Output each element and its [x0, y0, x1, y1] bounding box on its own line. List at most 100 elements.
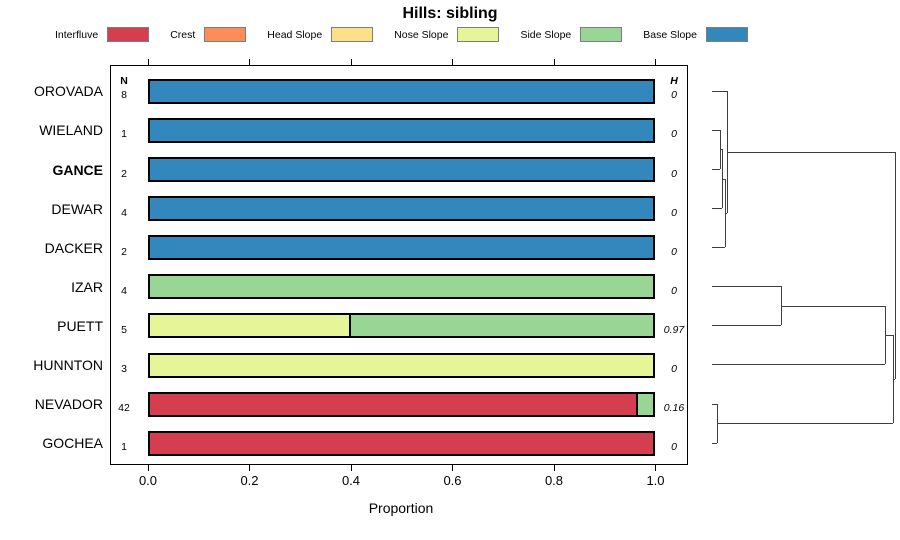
stacked-bar — [148, 117, 655, 143]
chart-title: Hills: sibling — [402, 5, 498, 22]
x-tick-bottom — [147, 465, 149, 471]
row-n-value: 5 — [121, 323, 127, 336]
legend-item: Interfluve — [55, 27, 150, 42]
h-column-header: H — [670, 75, 678, 87]
legend-swatch — [331, 27, 374, 42]
row-h-value: 0.16 — [663, 402, 685, 415]
row-label: DACKER — [44, 239, 103, 256]
dendrogram-vline — [780, 286, 782, 326]
stacked-bar — [148, 274, 655, 300]
x-tick-top — [452, 59, 453, 65]
row-n-value: 1 — [121, 441, 127, 454]
dendrogram-hline — [711, 442, 717, 444]
row-n-value: 4 — [121, 284, 127, 297]
x-tick-bottom — [452, 465, 453, 471]
row-h-value: 0.97 — [663, 323, 685, 336]
dendrogram-hline — [711, 129, 720, 131]
bar-segment — [150, 354, 653, 376]
legend-item: Crest — [170, 27, 247, 42]
row-h-value: 0 — [671, 128, 677, 141]
dendrogram-hline — [892, 379, 895, 381]
legend-item: Side Slope — [520, 27, 623, 42]
dendrogram-hline — [711, 364, 885, 366]
stacked-bar — [148, 157, 655, 182]
row-h-value: 0 — [671, 245, 677, 258]
row-h-value: 0 — [671, 89, 677, 102]
dendrogram-hline — [711, 168, 720, 170]
x-tick-top — [350, 59, 352, 65]
bar-segment — [150, 276, 653, 298]
row-label: DEWAR — [51, 200, 103, 217]
stacked-bar — [148, 391, 655, 417]
legend-item-label: Crest — [170, 28, 196, 41]
x-tick-top — [147, 59, 149, 65]
row-n-value: 8 — [121, 89, 127, 102]
dendrogram-hline — [719, 149, 722, 151]
dendrogram-hline — [711, 208, 722, 209]
stacked-bar — [148, 235, 655, 261]
stacked-bar — [148, 196, 655, 222]
legend-item: Head Slope — [267, 27, 374, 42]
x-tick-bottom — [655, 465, 656, 471]
legend-swatch — [705, 27, 748, 42]
row-label: NEVADOR — [34, 396, 103, 413]
dendrogram-hline — [726, 151, 895, 153]
legend-swatch — [107, 27, 150, 42]
dendrogram-hline — [721, 178, 725, 180]
dendrogram-hline — [724, 212, 727, 214]
dendrogram-hline — [711, 90, 727, 92]
bar-segment — [150, 237, 653, 259]
row-h-value: 0 — [671, 363, 677, 375]
stacked-bar — [148, 78, 655, 104]
x-tick-top — [249, 59, 250, 65]
row-n-value: 3 — [121, 363, 127, 375]
legend: Interfluve Crest Head Slope Nose Slope Side … — [55, 27, 748, 42]
legend-item: Base Slope — [643, 27, 748, 42]
row-h-value: 0 — [671, 441, 677, 454]
bar-segment — [150, 80, 653, 102]
dendrogram-vline — [724, 178, 726, 248]
row-h-value: 0 — [671, 206, 677, 219]
dendrogram-hline — [711, 403, 717, 405]
bar-segment — [150, 393, 638, 415]
x-tick-label: 0.8 — [544, 473, 564, 488]
x-tick-bottom — [553, 465, 555, 471]
legend-swatch — [580, 27, 623, 42]
x-tick-label: 0.6 — [443, 473, 462, 488]
x-tick-bottom — [249, 465, 250, 471]
x-tick-top — [655, 59, 656, 65]
dendrogram-vline — [894, 151, 896, 380]
legend-item-label: Interfluve — [55, 28, 99, 41]
dendrogram-hline — [780, 305, 885, 307]
stacked-bar — [148, 430, 655, 456]
legend-item: Nose Slope — [394, 27, 500, 42]
stacked-bar — [148, 313, 655, 339]
dendrogram-hline — [711, 325, 781, 327]
dendrogram-hline — [711, 247, 725, 249]
legend-swatch — [204, 27, 247, 42]
row-label: GOCHEA — [42, 435, 103, 452]
row-n-value: 42 — [118, 402, 130, 415]
bar-segment — [150, 159, 653, 180]
x-tick-top — [553, 59, 555, 65]
x-tick-label: 0.4 — [341, 473, 361, 488]
x-tick-label: 0.0 — [138, 473, 158, 488]
bar-segment — [150, 432, 653, 454]
stacked-bar — [148, 352, 655, 378]
row-label: PUETT — [57, 317, 103, 334]
n-column-header: N — [120, 75, 128, 87]
x-tick-bottom — [350, 465, 352, 471]
dendrogram-hline — [716, 423, 893, 425]
dendrogram-vline — [726, 90, 728, 213]
bar-segment — [351, 315, 653, 337]
row-label: WIELAND — [39, 122, 103, 139]
legend-item-label: Head Slope — [267, 28, 323, 41]
row-label: OROVADA — [34, 83, 103, 100]
x-tick-label: 0.2 — [240, 473, 259, 488]
legend-swatch — [457, 27, 500, 42]
bar-segment — [150, 119, 653, 141]
legend-item-label: Base Slope — [643, 28, 697, 41]
x-axis-label: Proportion — [368, 500, 434, 516]
row-label: GANCE — [52, 161, 103, 178]
